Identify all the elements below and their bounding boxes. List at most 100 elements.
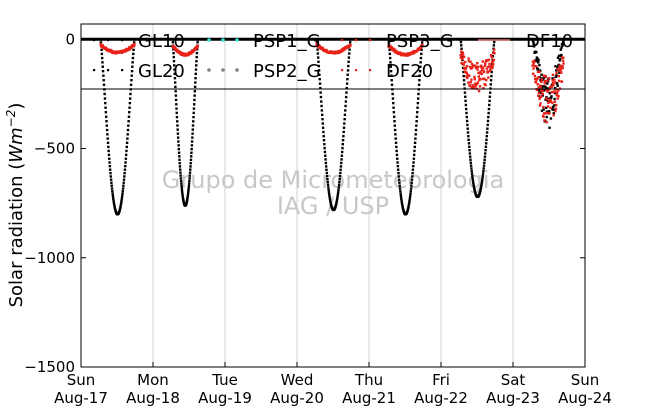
data-point (176, 136, 180, 139)
data-point (536, 68, 540, 71)
data-point (468, 148, 471, 152)
data-point (106, 137, 109, 140)
data-point (106, 141, 110, 144)
data-point (122, 181, 125, 184)
data-point (320, 113, 324, 117)
data-point (390, 83, 394, 86)
data-point (344, 95, 348, 99)
data-point (418, 69, 422, 73)
data-point (544, 75, 548, 79)
data-point (190, 151, 193, 154)
data-point (345, 46, 349, 50)
data-point (414, 133, 417, 136)
data-point (325, 174, 329, 178)
data-point (175, 103, 178, 106)
data-point (412, 157, 416, 160)
legend-label: PSP2_G (253, 61, 321, 82)
data-point (472, 185, 476, 188)
data-point (102, 79, 105, 82)
data-point (128, 97, 132, 100)
data-point (532, 41, 535, 44)
data-point (190, 140, 194, 143)
data-point (533, 77, 537, 81)
y-axis: 0 −500 −1000 −1500 (24, 30, 585, 376)
legend-swatch (107, 39, 110, 42)
data-point (544, 97, 548, 100)
x-tick-label-day: Thu (354, 371, 383, 389)
data-point (388, 56, 392, 60)
data-point (174, 94, 178, 97)
data-point (131, 56, 135, 60)
data-point (123, 168, 127, 171)
data-point (551, 79, 554, 82)
data-point (548, 126, 551, 129)
data-point (399, 192, 402, 196)
data-point (318, 73, 321, 76)
data-point (193, 90, 197, 93)
legend-label: DF10 (526, 31, 573, 52)
data-points (81, 37, 585, 216)
data-point (191, 128, 194, 131)
data-point (467, 81, 470, 84)
data-point (173, 64, 176, 67)
data-point (466, 76, 469, 80)
data-point (392, 106, 395, 109)
data-point (467, 57, 470, 60)
data-point (542, 89, 546, 92)
data-point (120, 201, 123, 204)
data-point (488, 95, 492, 98)
data-point (103, 97, 107, 100)
data-point (555, 74, 558, 77)
data-point (462, 70, 465, 74)
data-point (482, 169, 485, 173)
data-point (319, 95, 323, 99)
x-tick-label-date: Aug-21 (342, 389, 396, 407)
data-point (408, 199, 411, 202)
data-point (491, 58, 494, 62)
data-point (336, 193, 340, 196)
data-point (317, 60, 320, 63)
data-point (346, 69, 350, 72)
data-point (463, 91, 467, 94)
data-point (342, 134, 345, 138)
data-point (416, 97, 420, 100)
data-point (542, 77, 545, 80)
data-point (471, 84, 474, 87)
data-point (460, 55, 464, 58)
data-point (480, 179, 484, 182)
data-point (555, 71, 558, 75)
data-point (196, 41, 199, 44)
data-point (481, 60, 484, 63)
data-point (397, 178, 401, 181)
data-point (174, 46, 177, 50)
data-point (387, 41, 391, 44)
data-point (536, 70, 540, 74)
data-point (407, 206, 410, 209)
data-point (121, 192, 124, 196)
data-point (319, 86, 322, 90)
data-point (485, 59, 489, 62)
x-tick-label-day: Mon (137, 371, 169, 389)
data-point (481, 77, 484, 81)
data-point (553, 100, 557, 104)
data-point (467, 60, 471, 63)
data-point (189, 161, 192, 165)
legend: GL10 PSP1_G PSP3_G DF10 GL20 PSP2_G DF20 (93, 31, 573, 82)
data-point (490, 74, 493, 78)
data-point (487, 76, 490, 79)
data-point (490, 70, 493, 74)
data-point (551, 81, 555, 85)
data-point (533, 64, 536, 68)
data-point (479, 186, 483, 190)
data-point (326, 177, 329, 181)
data-point (347, 64, 350, 68)
data-point (551, 77, 554, 80)
data-point (546, 105, 550, 108)
data-point (343, 113, 347, 117)
data-point (188, 177, 191, 180)
data-point (389, 61, 392, 64)
data-point (194, 68, 198, 71)
data-point (190, 144, 194, 147)
data-point (462, 74, 465, 78)
x-tick-label-day: Sun (571, 371, 600, 389)
